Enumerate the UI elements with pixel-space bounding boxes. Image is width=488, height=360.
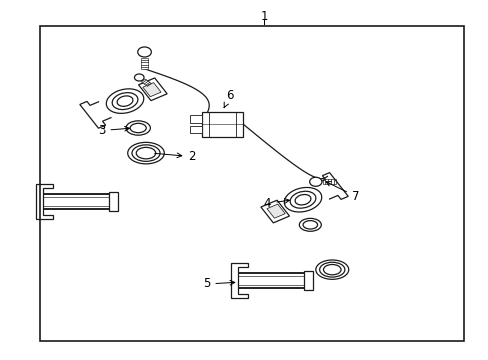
- Ellipse shape: [289, 191, 315, 208]
- Ellipse shape: [315, 260, 348, 279]
- Text: 1: 1: [260, 10, 267, 23]
- Ellipse shape: [117, 96, 133, 106]
- Ellipse shape: [130, 123, 146, 133]
- Polygon shape: [266, 204, 285, 218]
- Polygon shape: [141, 79, 152, 87]
- Ellipse shape: [299, 219, 321, 231]
- Ellipse shape: [106, 89, 143, 113]
- Text: 7: 7: [325, 182, 359, 203]
- Ellipse shape: [303, 221, 317, 229]
- Ellipse shape: [127, 142, 164, 164]
- Ellipse shape: [134, 74, 144, 81]
- Ellipse shape: [284, 188, 321, 212]
- Ellipse shape: [112, 93, 138, 109]
- Ellipse shape: [309, 177, 321, 186]
- Polygon shape: [142, 83, 161, 97]
- Ellipse shape: [136, 147, 156, 159]
- Text: 3: 3: [98, 124, 129, 137]
- Text: 5: 5: [203, 278, 234, 291]
- Ellipse shape: [294, 194, 310, 205]
- Ellipse shape: [132, 145, 160, 161]
- Ellipse shape: [323, 265, 340, 275]
- Bar: [202, 112, 243, 137]
- Bar: [189, 116, 202, 123]
- Text: 2: 2: [154, 150, 196, 163]
- Ellipse shape: [319, 262, 344, 277]
- Text: 6: 6: [224, 89, 233, 108]
- Bar: [40, 26, 463, 341]
- Ellipse shape: [126, 121, 150, 135]
- Polygon shape: [138, 78, 167, 101]
- Polygon shape: [141, 58, 148, 69]
- Text: 4: 4: [264, 197, 289, 210]
- Polygon shape: [261, 200, 289, 223]
- Bar: [189, 126, 202, 134]
- Polygon shape: [323, 179, 336, 184]
- Ellipse shape: [138, 47, 151, 57]
